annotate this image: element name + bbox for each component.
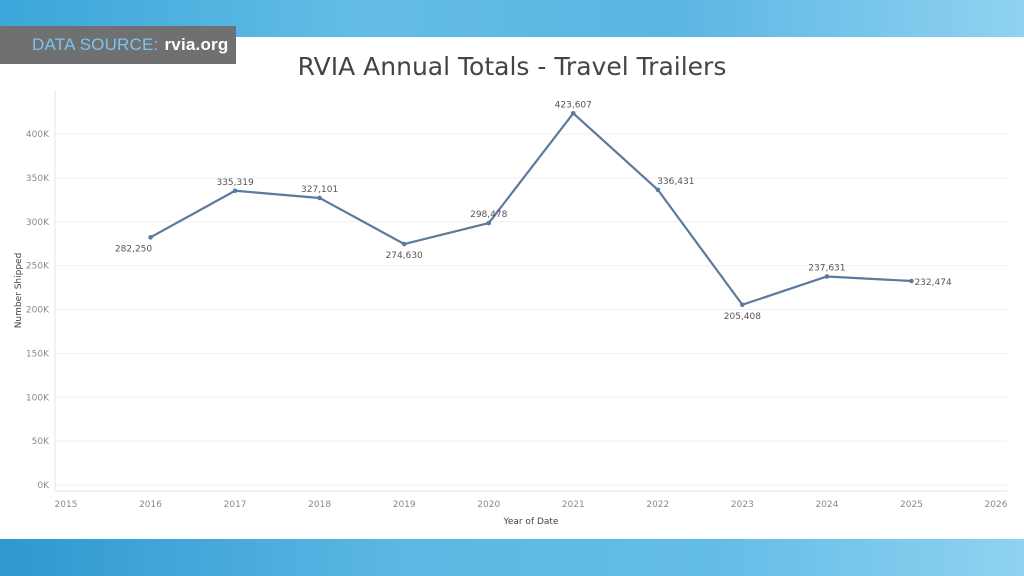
data-label: 282,250 <box>115 244 152 254</box>
data-source-value: rvia.org <box>164 35 229 54</box>
data-point <box>824 274 830 279</box>
y-axis-title: Number Shipped <box>14 253 24 329</box>
y-tick-label: 250K <box>26 262 50 272</box>
x-tick-label: 2017 <box>224 500 247 510</box>
y-tick-label: 300K <box>26 218 50 228</box>
bottom-banner-band <box>0 539 1024 576</box>
data-label: 298,478 <box>470 210 507 220</box>
series-line <box>149 112 913 306</box>
data-source-label: DATA SOURCE: <box>32 35 159 54</box>
data-label: 232,474 <box>914 278 951 288</box>
y-tick-label: 400K <box>26 130 50 140</box>
x-tick-label: 2022 <box>646 500 669 510</box>
data-label: 423,607 <box>555 100 592 110</box>
x-tick-label: 2016 <box>139 500 162 510</box>
data-label: 205,408 <box>724 312 761 322</box>
data-source-badge: DATA SOURCE: rvia.org <box>0 26 236 64</box>
data-point <box>655 187 661 193</box>
data-point <box>740 302 745 308</box>
data-point <box>909 278 914 284</box>
y-tick-label: 200K <box>26 306 50 316</box>
x-tick-label: 2020 <box>477 500 500 510</box>
x-tick-label: 2021 <box>562 500 585 510</box>
x-tick-label: 2019 <box>393 500 416 510</box>
data-point <box>570 110 576 116</box>
x-tick-label: 2025 <box>900 500 923 510</box>
data-label: 335,319 <box>216 178 253 188</box>
chart-title: RVIA Annual Totals - Travel Trailers <box>297 52 727 81</box>
x-tick-label: 2015 <box>55 500 78 510</box>
data-point <box>486 220 492 226</box>
chart-panel <box>0 37 1024 539</box>
x-tick-label: 2018 <box>308 500 331 510</box>
data-label: 274,630 <box>386 251 423 261</box>
data-point <box>317 195 322 201</box>
x-tick-label: 2023 <box>731 500 754 510</box>
data-point <box>148 235 153 240</box>
x-tick-label: 2026 <box>985 500 1008 510</box>
y-tick-label: 0K <box>37 481 50 491</box>
x-axis-title: Year of Date <box>503 517 559 527</box>
y-tick-label: 100K <box>26 393 50 403</box>
y-tick-label: 50K <box>32 437 50 447</box>
y-tick-label: 350K <box>26 174 50 184</box>
data-label: 336,431 <box>657 177 694 187</box>
data-label: 237,631 <box>808 263 845 273</box>
y-tick-label: 150K <box>26 349 50 359</box>
data-label: 327,101 <box>301 185 338 195</box>
x-tick-label: 2024 <box>815 500 838 510</box>
data-point <box>232 188 238 194</box>
data-point <box>401 241 407 247</box>
